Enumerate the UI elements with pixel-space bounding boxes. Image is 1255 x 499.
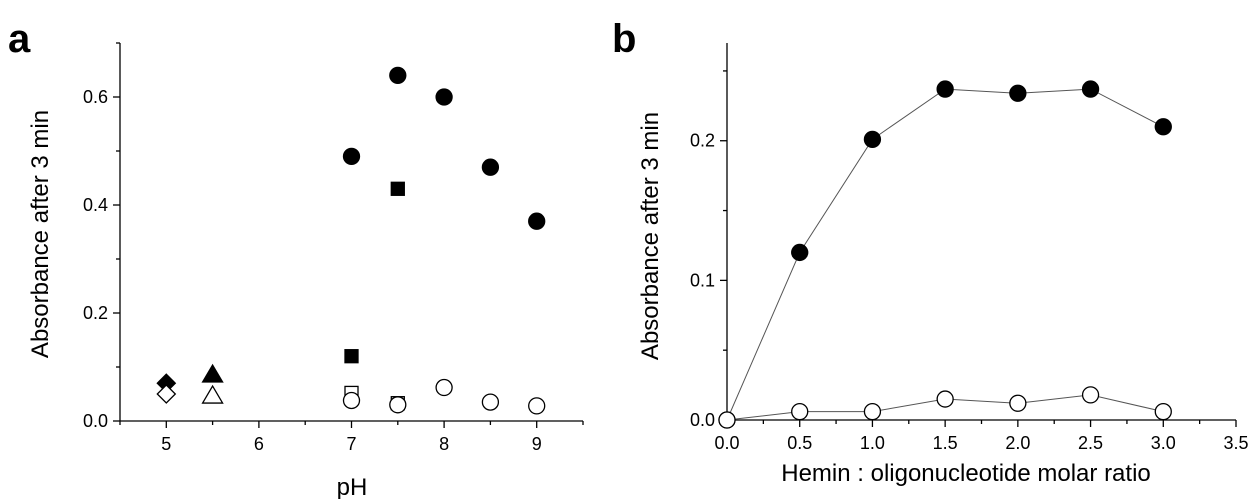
panel-a-x-tick-label: 8	[439, 434, 449, 454]
panel-b-filled-circle-point	[791, 243, 809, 262]
panel-b-open-circle-point	[863, 402, 882, 421]
panel-a-filled-circle-point	[435, 88, 453, 106]
panel-a-y-tick-label: 0.0	[83, 411, 108, 431]
panel-b-x-tick-label: 3.0	[1151, 433, 1176, 453]
panel-a-x-tick-label: 7	[346, 434, 356, 454]
panel-b-x-tick-label: 0.0	[714, 433, 739, 453]
panel-a-open-diamond-point	[156, 384, 177, 404]
panel-a-open-circle-point	[342, 391, 361, 410]
panel-b-filled-circle-point	[1154, 118, 1172, 136]
panel-b-x-tick-label: 1.0	[860, 433, 885, 453]
panel-a-filled-circle-point	[342, 147, 361, 166]
panel-a-x-tick-label: 9	[532, 434, 542, 454]
panel-b-open-circle-point	[1154, 402, 1172, 421]
panel-b-x-tick-label: 2.5	[1078, 433, 1103, 453]
panel-b-open-circle-point	[718, 411, 736, 429]
panel-a-y-axis-label: Absorbance after 3 min	[27, 110, 54, 358]
panel-b-filled-circle-point	[1081, 80, 1100, 98]
panel-a-open-triangle-point	[201, 384, 224, 404]
panel-b-y-tick-label: 0.0	[690, 410, 715, 430]
panel-a-x-tick-label: 6	[254, 434, 264, 454]
panel-b-x-tick-label: 2.0	[1005, 433, 1030, 453]
panel-a-open-circle-point	[435, 378, 453, 397]
panel-b-open-circle-point	[791, 402, 809, 421]
panel-b-filled-circle-point	[863, 130, 882, 148]
panel-a-letter: a	[8, 17, 31, 61]
panel-b: b 0.0 0.5 1.0 1.5 2.0 2.5 3.0 3.5 0.0 0.1 0.2 Hemi…	[612, 17, 1249, 487]
panel-a-filled-square-point	[390, 181, 405, 196]
panel-a-y-tick-label: 0.6	[83, 87, 108, 107]
panel-b-x-axis-label: Hemin : oligonucleotide molar ratio	[781, 460, 1151, 487]
panel-a-y-tick-label: 0.2	[83, 303, 108, 323]
panel-a-x-axis-label: pH	[337, 474, 368, 499]
panel-a-filled-circle-point	[481, 158, 500, 176]
panel-b-open-circle-point	[1081, 386, 1100, 404]
panel-a: a 5 6 7 8 9 0.0 0.2 0.4 0.6 pH Absorbance after …	[8, 17, 584, 499]
panel-a-filled-circle-point	[528, 212, 546, 230]
panel-b-y-axis-label: Absorbance after 3 min	[637, 112, 664, 360]
panel-b-open-circle-point	[936, 390, 954, 408]
panel-a-filled-circle-point	[389, 66, 407, 85]
panel-a-open-circle-point	[481, 393, 500, 411]
panel-b-letter: b	[612, 17, 636, 61]
panel-b-y-tick-label: 0.2	[690, 131, 715, 151]
panel-b-filled-circle-point	[936, 80, 954, 98]
panel-b-open-circle-point	[1009, 394, 1027, 412]
panel-a-x-tick-label: 5	[161, 434, 171, 454]
panel-a-filled-triangle-point	[201, 363, 224, 383]
panel-a-filled-square-point	[344, 349, 359, 364]
panel-b-y-tick-label: 0.1	[690, 270, 715, 290]
panel-a-y-tick-label: 0.4	[83, 195, 108, 215]
panel-a-open-circle-point	[389, 396, 407, 414]
panel-b-x-tick-label: 0.5	[787, 433, 812, 453]
panel-b-x-tick-label: 3.5	[1223, 433, 1248, 453]
panel-b-x-tick-label: 1.5	[933, 433, 958, 453]
panel-b-filled-circle-point	[1009, 84, 1027, 102]
panel-a-open-circle-point	[528, 397, 546, 415]
